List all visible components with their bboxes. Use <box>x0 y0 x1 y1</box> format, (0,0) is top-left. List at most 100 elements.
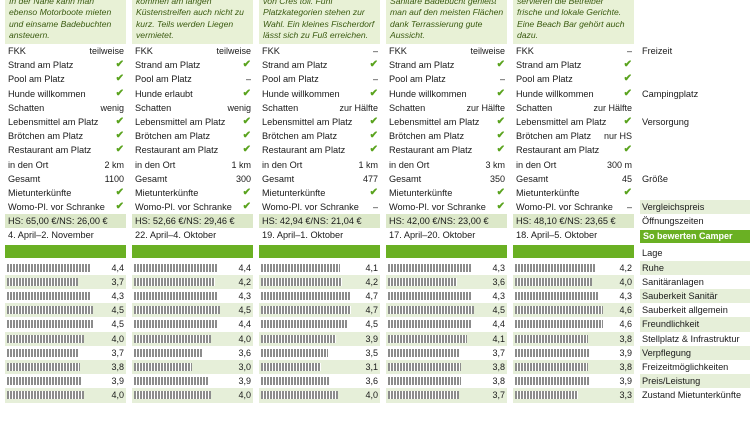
rating-value: 4,4 <box>238 262 251 273</box>
ratings-header-bar <box>386 244 507 258</box>
price-text: HS: 65,00 €/NS: 26,00 € <box>8 216 108 227</box>
rating-category-label: Stellplatz & Infrastruktur <box>642 333 740 344</box>
rating-bar-fill <box>261 320 347 329</box>
feature-value: – <box>372 46 378 56</box>
ratings-header: So bewerten Camper <box>640 230 750 244</box>
rating-row: 3,9 <box>259 331 380 346</box>
rating-category-label: Verpflegung <box>640 345 750 360</box>
price-row: HS: 42,94 €/NS: 21,04 € <box>259 214 380 229</box>
feature-label: Brötchen am Platz <box>516 131 592 142</box>
feature-value: 45 <box>621 173 632 184</box>
description-text: FKK- und Hundefreunde kommen am langen K… <box>136 0 244 40</box>
check-icon: ✔ <box>242 201 251 213</box>
feature-row: Strand am Platz ✔ <box>386 58 507 72</box>
rating-row: 4,3 <box>513 289 634 303</box>
rating-value: 4,2 <box>619 262 632 273</box>
feature-label: Lebensmittel am Platz <box>389 116 480 127</box>
rating-value: 3,0 <box>238 362 251 373</box>
rating-row: 4,1 <box>259 261 380 275</box>
rating-value: 4,4 <box>111 262 124 273</box>
check-icon: ✔ <box>623 73 632 85</box>
campsite-description: platzeigenen Restaurant servieren die Be… <box>513 0 634 44</box>
feature-row: FKK teilweise <box>5 44 126 58</box>
rating-row: 3,1 <box>259 359 380 375</box>
rating-row: 3,6 <box>259 374 380 388</box>
rating-bar <box>134 362 230 372</box>
rating-bar <box>515 319 611 329</box>
rating-row: 4,0 <box>5 388 126 403</box>
feature-label: Mietunterkünfte <box>516 187 580 198</box>
rating-value: 4,7 <box>365 291 378 302</box>
label-groesse: Größe <box>642 173 669 184</box>
feature-label: Lebensmittel am Platz <box>516 116 607 127</box>
rating-bar-fill <box>388 363 461 372</box>
rating-row: 4,4 <box>132 261 253 275</box>
rating-value: 3,6 <box>238 347 251 358</box>
rating-row: 3,6 <box>386 274 507 289</box>
feature-label: Hunde willkommen <box>8 88 86 99</box>
rating-bar-fill <box>7 377 82 386</box>
feature-label: FKK <box>8 46 26 56</box>
rating-bar <box>388 305 484 315</box>
rating-bar-fill <box>134 348 203 357</box>
ratings-header-bar <box>259 244 380 258</box>
price-text: HS: 42,94 €/NS: 21,04 € <box>262 216 362 227</box>
rating-value: 3,7 <box>492 347 505 358</box>
rating-row: 3,9 <box>513 374 634 388</box>
feature-row: Gesamt 300 <box>132 172 253 186</box>
rating-bar <box>7 319 103 329</box>
feature-row: Womo-Pl. vor Schranke ✔ <box>132 200 253 214</box>
check-icon: ✔ <box>115 73 124 85</box>
season-text: 19. April–1. Oktober <box>262 230 344 241</box>
price-row: HS: 52,66 €/NS: 29,46 € <box>132 214 253 229</box>
rating-value: 4,0 <box>111 390 124 401</box>
rating-bar <box>134 277 230 287</box>
rating-value: 3,6 <box>492 276 505 287</box>
feature-label: Mietunterkünfte <box>135 187 199 198</box>
rating-bar-fill <box>7 277 78 286</box>
feature-row: Restaurant am Platz ✔ <box>5 143 126 157</box>
rating-value: 4,4 <box>238 319 251 330</box>
feature-value: zur Hälfte <box>339 102 378 113</box>
rating-bar-fill <box>261 277 342 286</box>
rating-bar <box>388 390 484 400</box>
rating-bar-fill <box>7 348 78 357</box>
rating-value: 3,8 <box>619 333 632 344</box>
rating-bar-fill <box>388 334 467 343</box>
rating-value: 4,0 <box>238 333 251 344</box>
rating-value: 4,1 <box>492 333 505 344</box>
rating-bar <box>261 277 357 287</box>
rating-bar-fill <box>388 306 474 315</box>
rating-row: 3,7 <box>386 346 507 360</box>
rating-row: 3,8 <box>513 331 634 346</box>
feature-row: Brötchen am Platz ✔ <box>132 129 253 143</box>
rating-bar-fill <box>388 292 471 301</box>
feature-value: – <box>372 74 378 85</box>
feature-row: Lebensmittel am Platz ✔ <box>5 115 126 129</box>
rating-row: 4,3 <box>386 289 507 303</box>
rating-value: 4,5 <box>111 305 124 316</box>
rating-value: 3,1 <box>365 362 378 373</box>
rating-bar-fill <box>7 334 84 343</box>
feature-label: Gesamt <box>516 173 549 184</box>
rating-bar-fill <box>388 263 471 272</box>
rating-value: 4,6 <box>619 305 632 316</box>
rating-bar-fill <box>134 320 218 329</box>
feature-label: Restaurant am Platz <box>8 145 92 156</box>
feature-row: in den Ort 2 km <box>5 158 126 172</box>
feature-row: in den Ort 3 km <box>386 158 507 172</box>
feature-row: Pool am Platz ✔ <box>5 72 126 86</box>
description-text: platzeigenen Restaurant servieren die Be… <box>517 0 625 40</box>
rating-bar <box>7 362 103 372</box>
rating-bar-fill <box>7 263 91 272</box>
rating-bar-fill <box>7 320 93 329</box>
feature-row: FKK – <box>513 44 634 58</box>
feature-row: Schatten zur Hälfte <box>259 101 380 115</box>
rating-value: 4,0 <box>619 276 632 287</box>
campsite-column-2: FKK- und Hundefreunde kommen am langen K… <box>132 0 253 403</box>
feature-row: Mietunterkünfte ✔ <box>5 186 126 200</box>
rating-value: 3,7 <box>492 390 505 401</box>
rating-bar <box>515 362 611 372</box>
check-icon: ✔ <box>496 87 505 99</box>
check-icon: ✔ <box>623 59 632 71</box>
